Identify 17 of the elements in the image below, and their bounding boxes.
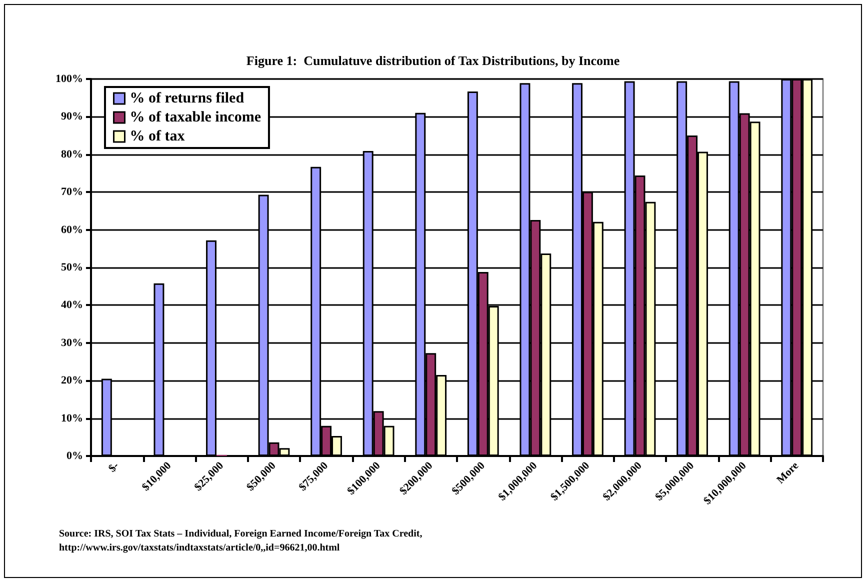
- y-tick-label: 30%: [61, 336, 83, 349]
- source-note: Source: IRS, SOI Tax Stats – Individual, Foreign Earned Income/Foreign Tax Credit, http://www.irs.gov/taxstats/indtaxstats/article/0,,id=96621,00.html: [59, 528, 423, 554]
- y-tick-label: 60%: [61, 224, 83, 236]
- y-tick-label: 70%: [61, 186, 83, 198]
- legend-label: % of returns filed: [130, 90, 245, 106]
- chart-title: Figure 1: Cumulatuve distribution of Tax Distributions, by Income: [246, 53, 620, 68]
- y-tick-label: 100%: [56, 73, 83, 85]
- y-tick-label: 20%: [61, 374, 83, 387]
- y-tick-label: 50%: [61, 262, 83, 274]
- y-tick-label: 10%: [61, 412, 83, 424]
- legend-label: % of taxable income: [130, 110, 262, 126]
- y-tick-label: 90%: [61, 110, 83, 123]
- y-tick-label: 80%: [61, 148, 83, 160]
- x-tick-label: $-: [106, 460, 122, 475]
- y-tick-label: 40%: [61, 299, 83, 312]
- legend-label: % of tax: [130, 128, 186, 144]
- y-tick-label: 0%: [66, 450, 83, 462]
